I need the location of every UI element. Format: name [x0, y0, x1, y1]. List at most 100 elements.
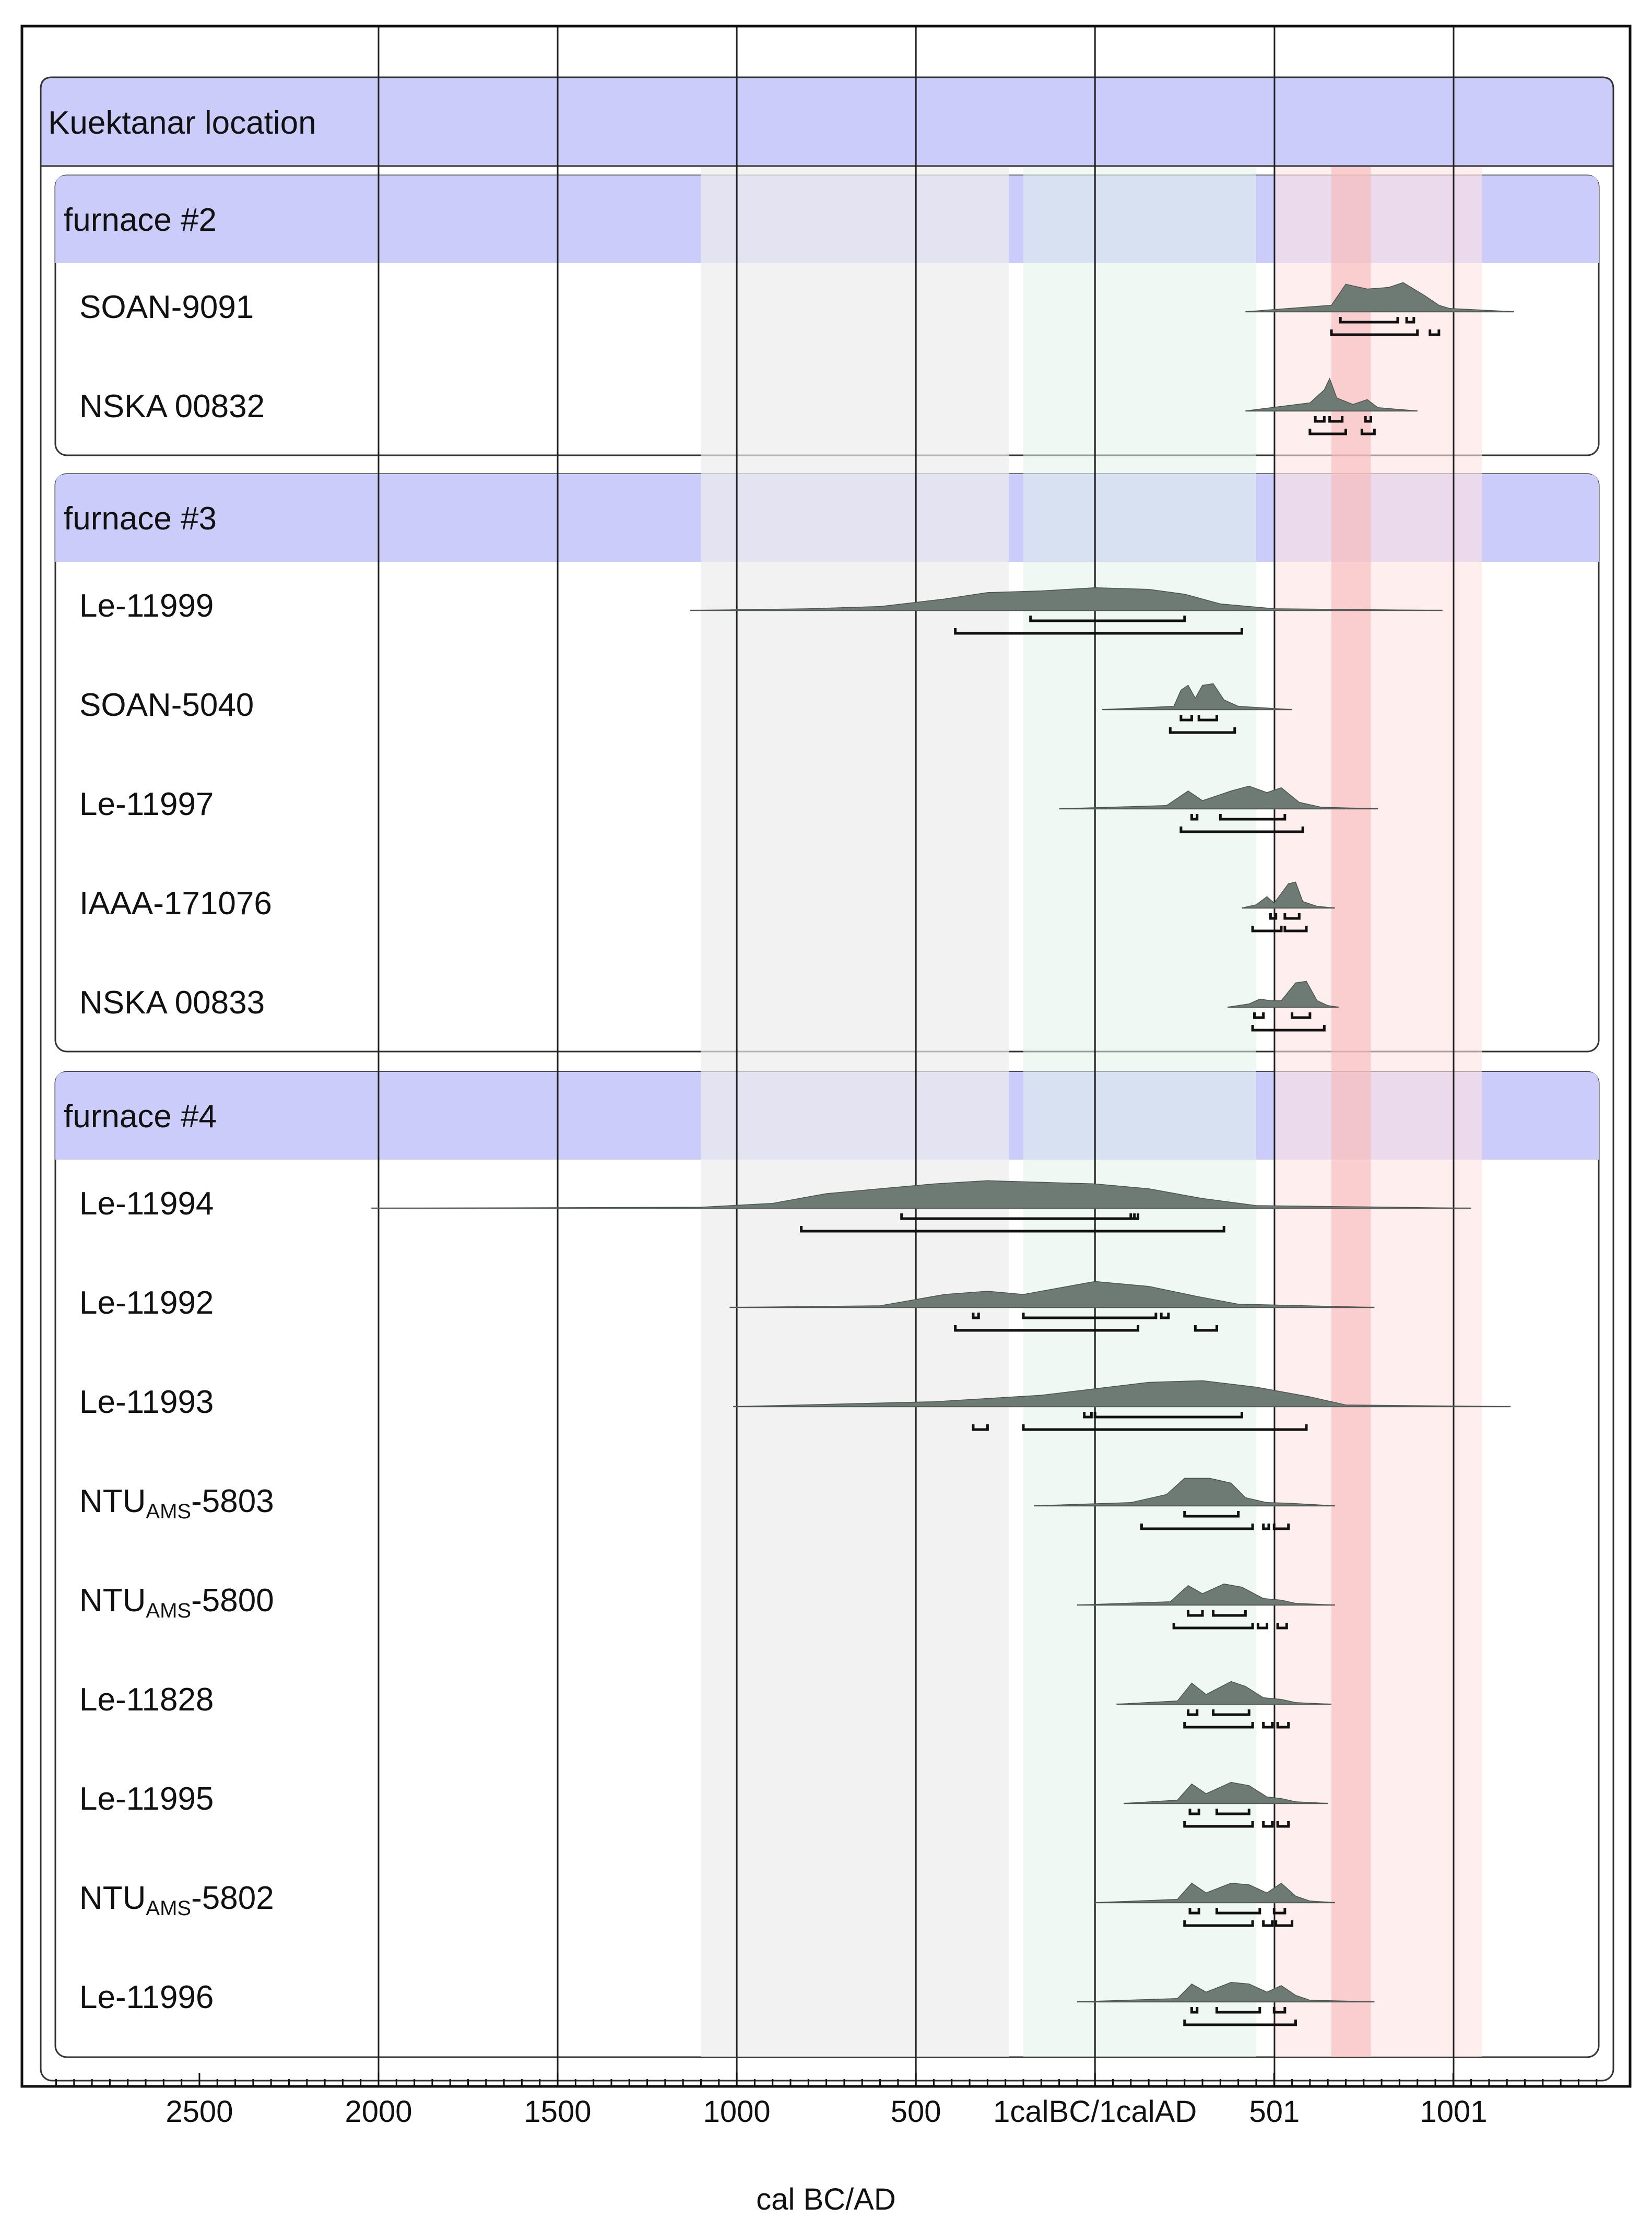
- sample-label-suffix: -5803: [191, 1483, 274, 1519]
- sigma1-range: [1314, 416, 1326, 423]
- sigma1-range: [1190, 2007, 1199, 2014]
- tick-label: 2000: [345, 2095, 412, 2129]
- tick-label: 501: [1249, 2095, 1300, 2129]
- probability-distribution: [1059, 785, 1378, 809]
- row-labels: Kuektanar location furnace #2 SOAN-9091 NSK…: [48, 105, 316, 2015]
- probability-distribution: [1095, 1882, 1335, 1903]
- sigma1-range: [1212, 1709, 1250, 1716]
- sigma1-range: [1291, 1012, 1312, 1019]
- sample-label-suffix: -5800: [191, 1583, 274, 1619]
- sample-label-prefix: NTU: [79, 1880, 146, 1916]
- sigma2-range: [1256, 1623, 1269, 1630]
- sigma2-range: [1283, 926, 1308, 933]
- sigma2-range: [1275, 1920, 1294, 1927]
- sigma1-range: [1283, 913, 1301, 920]
- sample-le-11992: [729, 1281, 1375, 1332]
- x-axis-title: cal BC/AD: [756, 2182, 896, 2216]
- tick-label: 1calBC/1calAD: [993, 2095, 1197, 2129]
- grid-lines: [377, 26, 1455, 2086]
- sigma1-range: [1188, 1809, 1200, 1815]
- probability-distribution: [1077, 1982, 1375, 2002]
- sigma1-range: [1272, 2007, 1287, 2014]
- probability-distribution: [1242, 881, 1335, 908]
- sample-label-suffix: -5802: [191, 1880, 274, 1916]
- sample-label: NTUAMS-5802: [79, 1880, 274, 1920]
- sample-nska-00832: [1245, 377, 1418, 435]
- sample-label: Le-11992: [79, 1285, 214, 1321]
- sigma2-range: [1272, 1524, 1290, 1530]
- sample-iaaa-171076: [1242, 881, 1335, 933]
- sample-nska-00833: [1227, 981, 1339, 1032]
- sigma1-range: [1215, 1908, 1261, 1915]
- sigma1-range: [1022, 1313, 1158, 1319]
- probability-distribution: [1034, 1478, 1335, 1506]
- probability-distribution: [1077, 1583, 1335, 1606]
- group-label-furnace-4: furnace #4: [64, 1099, 217, 1135]
- sigma1-range: [1328, 416, 1344, 423]
- sigma2-range: [800, 1226, 1225, 1233]
- sigma1-range: [1190, 814, 1199, 821]
- location-label: Kuektanar location: [48, 105, 316, 141]
- sample-label-subscript: AMS: [146, 1897, 191, 1920]
- sample-soan-5040: [1102, 683, 1292, 734]
- sample-label: Le-11997: [79, 786, 214, 822]
- tick-label: 2500: [166, 2095, 233, 2129]
- sigma2-range: [1262, 1920, 1274, 1927]
- sigma1-range: [1215, 2007, 1261, 2014]
- sigma2-range: [1183, 1821, 1254, 1828]
- sigma2-range: [1276, 1821, 1290, 1828]
- sample-label: Le-11993: [79, 1384, 214, 1420]
- sigma1-range: [1269, 913, 1278, 920]
- sigma2-range: [1276, 1722, 1290, 1729]
- sample-le-11828: [1116, 1681, 1332, 1729]
- sigma1-range: [1219, 814, 1287, 821]
- sigma1-range: [972, 1313, 980, 1319]
- sample-le-11997: [1059, 785, 1378, 833]
- sigma2-range: [1022, 1424, 1308, 1431]
- tick-label: 1500: [524, 2095, 592, 2129]
- probability-distribution: [690, 587, 1443, 611]
- sample-label-prefix: NTU: [79, 1483, 146, 1519]
- sigma1-range: [1179, 715, 1193, 722]
- highlight-band: [1274, 167, 1482, 2057]
- sigma1-range: [1187, 1709, 1199, 1716]
- probability-distribution: [1227, 981, 1339, 1008]
- sample-label: IAAA-171076: [79, 886, 272, 922]
- sigma1-range: [1339, 317, 1399, 324]
- sigma1-range: [1272, 1908, 1287, 1915]
- sample-label: SOAN-9091: [79, 289, 254, 325]
- sample-ntu-ams-5802: [1095, 1882, 1335, 1927]
- sigma1-range: [1405, 317, 1415, 324]
- sigma1-range: [1160, 1313, 1170, 1319]
- x-axis: 2500 2000 1500 1000 500 1calBC/1calAD 501 1001 c…: [20, 25, 1632, 2216]
- sample-label: Le-11995: [79, 1781, 214, 1817]
- highlight-band: [1023, 167, 1256, 2057]
- sample-label: NTUAMS-5800: [79, 1583, 274, 1622]
- sigma1-range: [1253, 1012, 1265, 1019]
- tick-label: 1001: [1420, 2095, 1487, 2129]
- sigma2-range: [1330, 329, 1419, 336]
- sample-label: Le-11828: [79, 1682, 214, 1718]
- sigma1-range: [1029, 616, 1186, 622]
- sample-label: Le-11994: [79, 1186, 214, 1222]
- probability-distribution: [733, 1380, 1511, 1407]
- sigma2-range: [1308, 429, 1347, 435]
- tick-label: 1000: [703, 2095, 771, 2129]
- probability-distribution: [1245, 282, 1515, 312]
- sample-le-11993: [733, 1380, 1511, 1431]
- probability-distribution: [1124, 1781, 1328, 1804]
- sigma1-range: [1364, 416, 1373, 423]
- sigma2-range: [1276, 1623, 1288, 1630]
- sigma2-range: [1429, 329, 1441, 336]
- highlight-band: [1331, 167, 1371, 2057]
- sigma1-range: [1083, 1412, 1093, 1419]
- sigma2-range: [972, 1424, 989, 1431]
- sigma1-range: [1215, 1809, 1250, 1815]
- sample-label: Le-11999: [79, 588, 214, 624]
- sample-soan-9091: [1245, 282, 1515, 336]
- group-label-furnace-3: furnace #3: [64, 501, 217, 537]
- sigma2-range: [1262, 1722, 1274, 1729]
- sigma2-range: [1183, 2020, 1297, 2026]
- sigma2-range: [1194, 1325, 1218, 1332]
